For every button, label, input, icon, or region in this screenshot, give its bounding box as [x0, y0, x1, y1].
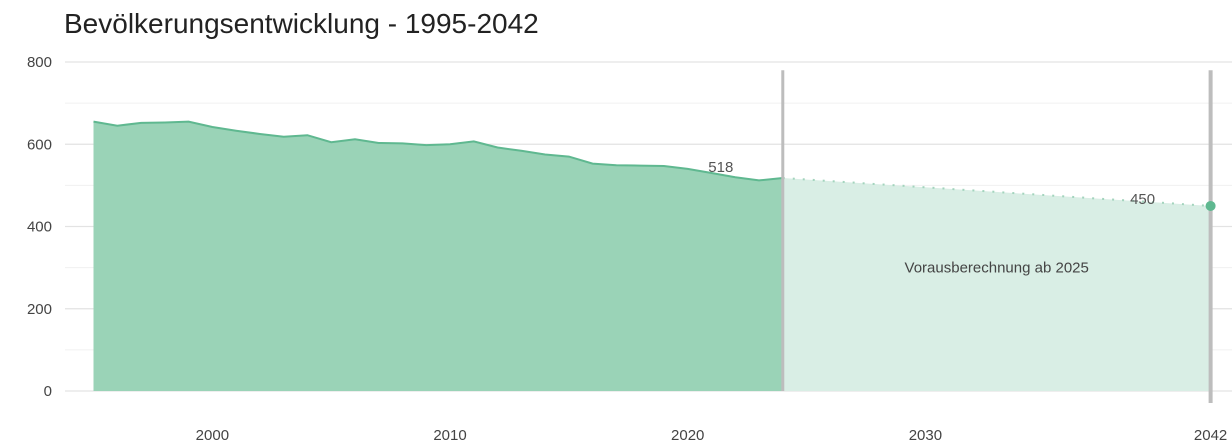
data-label-2042: 450 [1130, 191, 1155, 208]
x-tick-label: 2042 [1194, 427, 1227, 443]
chart-title: Bevölkerungsentwicklung - 1995-2042 [64, 8, 539, 39]
data-label-2024: 518 [708, 159, 733, 176]
y-tick-label: 0 [44, 383, 52, 400]
historical-line [93, 120, 783, 182]
x-tick-label: 2020 [671, 427, 704, 443]
x-tick-label: 2000 [196, 427, 229, 443]
x-tick-label: 2030 [909, 427, 942, 443]
x-tick-label: 2010 [433, 427, 466, 443]
y-tick-label: 200 [27, 301, 52, 318]
historical-area [93, 121, 783, 391]
end-point-marker [1205, 200, 1216, 211]
projection-area [782, 177, 1211, 391]
y-tick-label: 800 [27, 54, 52, 71]
y-tick-label: 600 [27, 136, 52, 153]
projection-annotation: Vorausberechnung ab 2025 [905, 260, 1089, 277]
axis-layer: 0 200 400 600 800 2000 2010 2020 2030 2042 [27, 54, 1227, 443]
projection-line [782, 176, 1211, 207]
y-tick-label: 400 [27, 219, 52, 236]
